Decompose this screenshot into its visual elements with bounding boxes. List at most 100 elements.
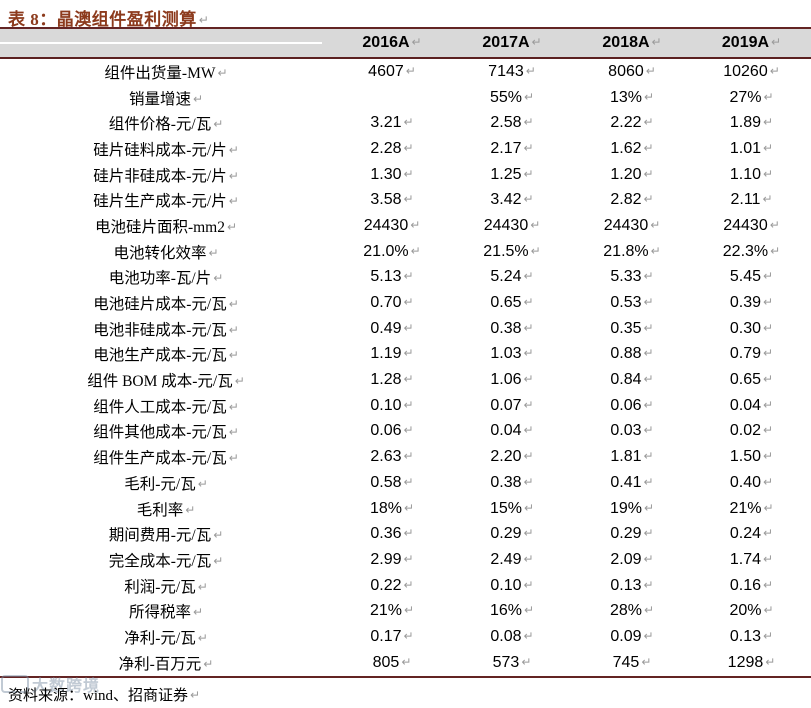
cell-value-text: 22.3%: [722, 242, 769, 260]
cell-value: 2.82 ↵: [572, 187, 692, 213]
row-label-text: 组件人工成本-元/瓦: [93, 398, 227, 416]
cell-value-text: 1.03: [490, 345, 522, 363]
line-break-mark: ↵: [228, 322, 239, 337]
cell-value: 4607 ↵: [332, 58, 452, 85]
cell-value-text: 1.81: [610, 448, 642, 466]
cell-value-text: 2.82: [610, 191, 642, 209]
line-break-mark: ↵: [530, 243, 541, 258]
table-row: 组件人工成本-元/瓦 ↵ 0.10 ↵ 0.07 ↵ 0.06 ↵ 0.04 ↵: [0, 393, 811, 419]
cell-value: 0.10 ↵: [332, 393, 452, 419]
row-label: 毛利-元/瓦 ↵: [0, 470, 332, 496]
cell-value: 21.8% ↵: [572, 239, 692, 265]
header-label-cell: [0, 27, 332, 59]
line-break-mark: ↵: [403, 295, 414, 310]
row-label: 组件人工成本-元/瓦 ↵: [0, 393, 332, 419]
line-break-mark: ↵: [401, 654, 412, 669]
line-break-mark: ↵: [643, 526, 654, 541]
cell-value-text: 0.22: [370, 576, 402, 594]
table-row: 硅片生产成本-元/片 ↵ 3.58 ↵ 3.42 ↵ 2.82 ↵ 2.11 ↵: [0, 187, 811, 213]
line-break-mark: ↵: [403, 449, 414, 464]
cell-value-text: 20%: [729, 602, 762, 620]
cell-value-text: 1.62: [610, 139, 642, 157]
line-break-mark: ↵: [198, 13, 210, 27]
cell-value-text: 2.58: [490, 114, 522, 132]
cell-value-text: 5.45: [729, 268, 762, 286]
cell-value: 21% ↵: [332, 598, 452, 624]
line-break-mark: ↵: [192, 605, 204, 620]
line-break-mark: ↵: [523, 551, 534, 566]
cell-value-text: 2.63: [370, 448, 402, 466]
line-break-mark: ↵: [643, 295, 654, 310]
row-label: 组件出货量-MW ↵: [0, 58, 332, 85]
cell-value: 0.29 ↵: [572, 521, 692, 547]
row-label-text: 电池生产成本-元/瓦: [93, 347, 227, 365]
cell-value: 24430 ↵: [452, 213, 572, 239]
header-row: 2016A ↵ 2017A ↵ 2018A ↵ 2019A ↵: [0, 27, 811, 59]
cell-value-text: 0.35: [610, 319, 642, 337]
line-break-mark: ↵: [410, 243, 421, 258]
cell-value: 2.28 ↵: [332, 136, 452, 162]
cell-value: 1.28 ↵: [332, 367, 452, 393]
cell-value: 0.16 ↵: [692, 573, 811, 599]
row-label: 净利-百万元 ↵: [0, 650, 332, 677]
line-break-mark: ↵: [763, 500, 774, 515]
cell-value-text: 2.09: [610, 550, 642, 568]
line-break-mark: ↵: [234, 374, 245, 389]
table-row: 完全成本-元/瓦 ↵ 2.99 ↵ 2.49 ↵ 2.09 ↵ 1.74 ↵: [0, 547, 811, 573]
row-label-text: 组件价格-元/瓦: [108, 116, 212, 134]
table-row: 电池硅片面积-mm2 ↵ 24430 ↵ 24430 ↵ 24430 ↵ 24430 ↵: [0, 213, 811, 239]
cell-value: 18% ↵: [332, 496, 452, 522]
cell-value-text: 24430: [723, 216, 768, 234]
cell-value: 0.79 ↵: [692, 342, 811, 368]
line-break-mark: ↵: [403, 577, 414, 592]
line-break-mark: ↵: [643, 474, 654, 489]
line-break-mark: ↵: [643, 192, 654, 207]
cell-value: 0.58 ↵: [332, 470, 452, 496]
cell-value-text: 805: [372, 653, 400, 671]
cell-value-text: 0.17: [370, 627, 402, 645]
cell-value: 1.62 ↵: [572, 136, 692, 162]
line-break-mark: ↵: [521, 654, 532, 669]
cell-value-text: 27%: [729, 88, 762, 106]
cell-value-text: 0.65: [729, 371, 762, 389]
line-break-mark: ↵: [643, 115, 654, 130]
line-break-mark: ↵: [403, 320, 414, 335]
line-break-mark: ↵: [523, 500, 535, 515]
line-break-mark: ↵: [769, 63, 780, 78]
line-break-mark: ↵: [765, 654, 776, 669]
row-label-text: 硅片生产成本-元/片: [93, 193, 227, 211]
line-break-mark: ↵: [403, 603, 415, 618]
row-label-text: 净利-百万元: [118, 655, 202, 673]
line-break-mark: ↵: [403, 140, 414, 155]
line-break-mark: ↵: [643, 166, 654, 181]
cell-value: 19% ↵: [572, 496, 692, 522]
cell-value-text: 0.09: [610, 627, 642, 645]
cell-value-text: 0.13: [729, 627, 762, 645]
row-label: 组件 BOM 成本-元/瓦 ↵: [0, 367, 332, 393]
line-break-mark: ↵: [763, 397, 774, 412]
line-break-mark: ↵: [770, 243, 781, 258]
line-break-mark: ↵: [651, 35, 662, 49]
table-row: 毛利-元/瓦 ↵ 0.58 ↵ 0.38 ↵ 0.41 ↵ 0.40 ↵: [0, 470, 811, 496]
row-label-text: 毛利率: [136, 501, 184, 519]
cell-value: 7143 ↵: [452, 58, 572, 85]
cell-value-text: 5.13: [370, 268, 402, 286]
cell-value: 0.29 ↵: [452, 521, 572, 547]
source-note: 资料来源：wind、招商证券 ↵: [8, 684, 200, 705]
cell-value: 2.58 ↵: [452, 110, 572, 136]
cell-value: 0.17 ↵: [332, 624, 452, 650]
table-row: 组件生产成本-元/瓦 ↵ 2.63 ↵ 2.20 ↵ 1.81 ↵ 1.50 ↵: [0, 444, 811, 470]
line-break-mark: ↵: [228, 348, 239, 363]
row-label-text: 期间费用-元/瓦: [108, 527, 212, 545]
profit-table-body: 组件出货量-MW ↵ 4607 ↵ 7143 ↵ 8060 ↵ 10260 ↵ 销量增速 ↵ 55% ↵ 1…: [0, 58, 811, 677]
cell-value-text: 1.28: [370, 371, 402, 389]
line-break-mark: ↵: [403, 500, 415, 515]
cell-value-text: 0.07: [490, 396, 522, 414]
cell-value-text: 3.21: [370, 114, 402, 132]
table-row: 净利-元/瓦 ↵ 0.17 ↵ 0.08 ↵ 0.09 ↵ 0.13 ↵: [0, 624, 811, 650]
line-break-mark: ↵: [226, 219, 238, 234]
line-break-mark: ↵: [403, 526, 414, 541]
line-break-mark: ↵: [523, 140, 534, 155]
cell-value-text: 1.20: [610, 165, 642, 183]
line-break-mark: ↵: [403, 166, 414, 181]
